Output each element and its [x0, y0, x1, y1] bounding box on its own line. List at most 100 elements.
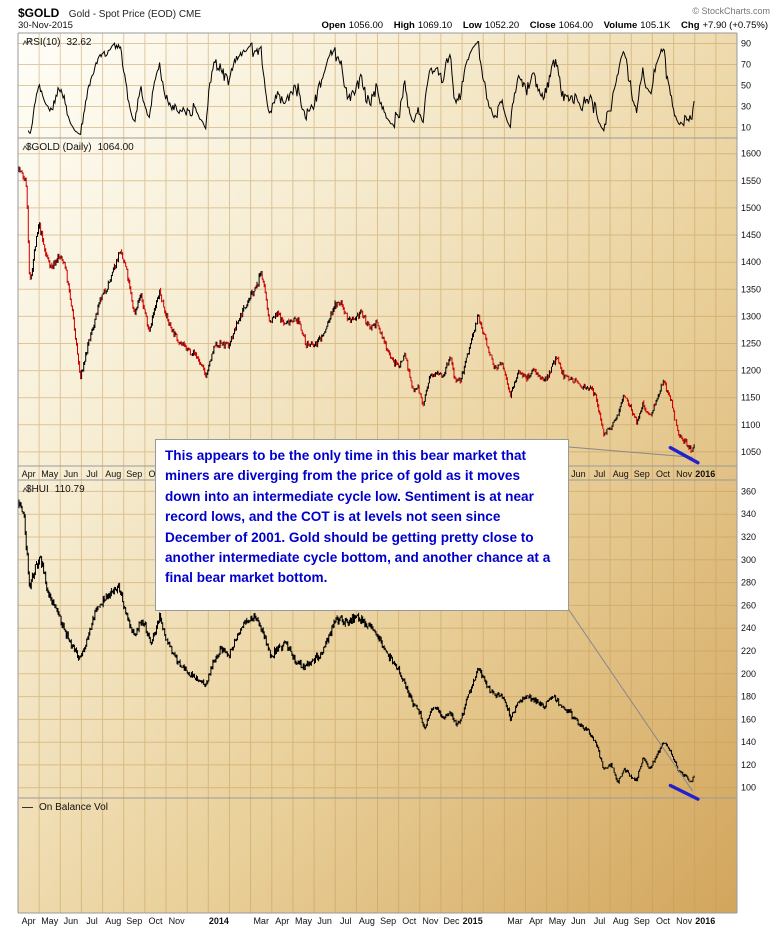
panel-borders: [17, 32, 738, 914]
svg-text:Jun: Jun: [571, 469, 586, 479]
svg-text:Sep: Sep: [380, 916, 396, 926]
svg-text:Sep: Sep: [634, 469, 650, 479]
svg-text:Mar: Mar: [253, 916, 269, 926]
svg-text:Jun: Jun: [571, 916, 586, 926]
svg-text:180: 180: [741, 692, 756, 702]
svg-text:Apr: Apr: [22, 469, 36, 479]
svg-text:220: 220: [741, 646, 756, 656]
svg-text:320: 320: [741, 532, 756, 542]
line-sample-icon: [22, 807, 33, 808]
svg-text:2014: 2014: [209, 916, 229, 926]
svg-text:2016: 2016: [695, 469, 715, 479]
svg-text:140: 140: [741, 737, 756, 747]
gold-price-series-up: [18, 166, 695, 452]
svg-text:50: 50: [741, 81, 751, 91]
svg-text:1400: 1400: [741, 257, 761, 267]
high-label: High: [393, 20, 415, 31]
low-label: Low: [462, 20, 482, 31]
svg-text:May: May: [41, 469, 59, 479]
svg-text:2015: 2015: [463, 916, 483, 926]
svg-text:1300: 1300: [741, 311, 761, 321]
open-label: Open: [321, 20, 346, 31]
symbol-description: Gold - Spot Price (EOD) CME: [68, 9, 202, 20]
svg-text:Aug: Aug: [613, 916, 629, 926]
svg-text:Jun: Jun: [317, 916, 332, 926]
svg-text:240: 240: [741, 623, 756, 633]
volume-value: 105.1K: [640, 20, 671, 31]
svg-text:Jul: Jul: [86, 916, 98, 926]
svg-text:May: May: [295, 916, 313, 926]
svg-text:May: May: [549, 916, 567, 926]
obv-legend-name: On Balance Vol: [39, 802, 108, 813]
svg-text:90: 90: [741, 39, 751, 49]
svg-text:Oct: Oct: [656, 916, 671, 926]
svg-text:Aug: Aug: [105, 916, 121, 926]
volume-label: Volume: [603, 20, 638, 31]
quote-date: 30-Nov-2015: [18, 20, 73, 31]
svg-text:340: 340: [741, 509, 756, 519]
svg-text:Jul: Jul: [86, 469, 98, 479]
svg-text:Jun: Jun: [64, 916, 79, 926]
rsi-line: [27, 41, 695, 136]
high-value: 1069.10: [417, 20, 453, 31]
svg-text:1150: 1150: [741, 393, 760, 403]
svg-text:160: 160: [741, 714, 756, 724]
quote-bar: Open 1056.00 High 1069.10 Low 1052.20 Close…: [313, 20, 768, 31]
svg-text:Mar: Mar: [507, 916, 523, 926]
svg-text:Apr: Apr: [275, 916, 289, 926]
svg-text:Nov: Nov: [422, 916, 439, 926]
svg-text:Oct: Oct: [402, 916, 417, 926]
svg-text:Dec: Dec: [443, 916, 460, 926]
svg-text:30: 30: [741, 102, 751, 112]
low-value: 1052.20: [484, 20, 520, 31]
svg-text:Oct: Oct: [656, 469, 671, 479]
svg-text:260: 260: [741, 600, 756, 610]
svg-text:Apr: Apr: [529, 916, 543, 926]
svg-text:280: 280: [741, 578, 756, 588]
svg-text:Nov: Nov: [169, 916, 186, 926]
close-label: Close: [529, 20, 556, 31]
gold-legend-name: $GOLD (Daily): [26, 142, 92, 153]
svg-text:1500: 1500: [741, 203, 761, 213]
chg-value: +7.90 (+0.75%): [702, 20, 769, 31]
svg-text:200: 200: [741, 669, 756, 679]
svg-text:Aug: Aug: [105, 469, 121, 479]
rsi-legend-name: RSI(10): [26, 37, 61, 48]
svg-text:1200: 1200: [741, 366, 761, 376]
annotation-callout: This appears to be the only time in this…: [155, 439, 569, 611]
svg-text:Aug: Aug: [613, 469, 629, 479]
svg-text:1350: 1350: [741, 284, 761, 294]
obv-legend: On Balance Vol: [22, 802, 108, 813]
svg-text:May: May: [41, 916, 59, 926]
open-value: 1056.00: [348, 20, 384, 31]
svg-text:Nov: Nov: [676, 916, 693, 926]
gold-legend-value: 1064.00: [97, 142, 134, 153]
callout-lines: [568, 446, 694, 792]
svg-text:Jun: Jun: [64, 469, 79, 479]
svg-text:1600: 1600: [741, 149, 761, 159]
gold-highlight-line: [668, 445, 700, 465]
svg-text:Sep: Sep: [634, 916, 650, 926]
copyright-label: © StockCharts.com: [692, 6, 770, 16]
close-value: 1064.00: [558, 20, 594, 31]
svg-text:70: 70: [741, 60, 751, 70]
hui-legend: $HUI 110.79: [22, 484, 85, 495]
svg-text:Sep: Sep: [126, 916, 142, 926]
svg-text:1050: 1050: [741, 447, 761, 457]
chart-title-row: $GOLD Gold - Spot Price (EOD) CME: [18, 4, 201, 22]
svg-text:2016: 2016: [695, 916, 715, 926]
y-axis-labels: 90 70 50 30 10 1600 1550 1500 1450 1400 1350 1300 12…: [741, 39, 761, 793]
rsi-legend-value: 32.62: [66, 37, 92, 48]
svg-text:1550: 1550: [741, 176, 761, 186]
chg-label: Chg: [681, 20, 700, 31]
svg-text:300: 300: [741, 555, 756, 565]
svg-text:Jul: Jul: [594, 916, 606, 926]
svg-text:Nov: Nov: [676, 469, 693, 479]
hui-legend-value: 110.79: [54, 484, 85, 495]
symbol-title: $GOLD: [18, 6, 60, 20]
svg-text:1250: 1250: [741, 339, 761, 349]
hui-legend-name: $HUI: [26, 484, 49, 495]
svg-text:Jul: Jul: [340, 916, 352, 926]
svg-text:100: 100: [741, 783, 756, 793]
